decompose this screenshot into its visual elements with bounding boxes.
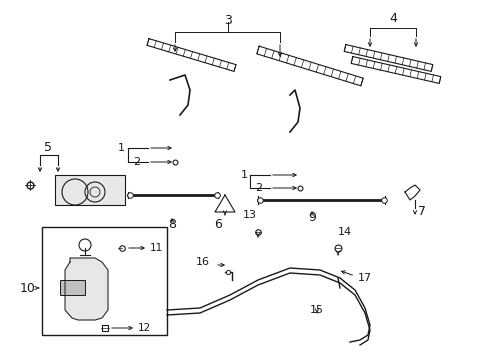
Text: 8: 8 [168, 219, 176, 231]
Text: 17: 17 [357, 273, 371, 283]
Text: 4: 4 [388, 12, 396, 24]
Text: 5: 5 [44, 141, 52, 154]
Text: 11: 11 [150, 243, 163, 253]
Text: 15: 15 [309, 305, 324, 315]
Text: 10: 10 [20, 282, 36, 294]
Text: 16: 16 [196, 257, 209, 267]
Text: 12: 12 [138, 323, 151, 333]
Polygon shape [404, 185, 419, 200]
Text: 2: 2 [254, 183, 262, 193]
Text: 1: 1 [118, 143, 125, 153]
Text: 3: 3 [224, 13, 231, 27]
Text: 2: 2 [133, 157, 140, 167]
Text: 13: 13 [243, 210, 257, 220]
Bar [60, 280, 85, 295]
Text: 9: 9 [307, 211, 315, 225]
Bar [55, 175, 125, 205]
Text: 14: 14 [337, 227, 351, 237]
Bar [42, 227, 167, 335]
Polygon shape [215, 195, 235, 212]
Text: 7: 7 [417, 206, 425, 219]
Polygon shape [65, 258, 108, 320]
Text: 1: 1 [241, 170, 247, 180]
Text: 6: 6 [214, 219, 222, 231]
